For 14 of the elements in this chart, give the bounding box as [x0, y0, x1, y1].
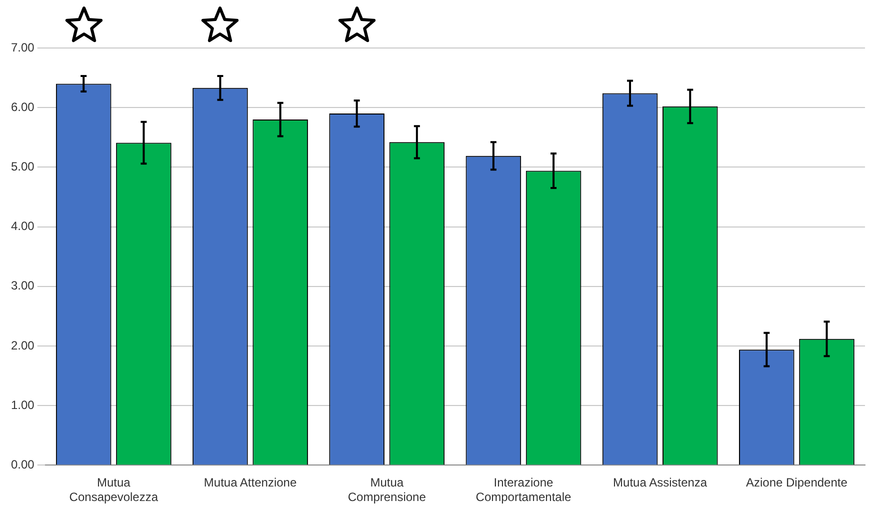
y-tick-label: 1.00 — [10, 398, 35, 412]
x-tick-label: Mutua Attenzione — [204, 476, 297, 490]
y-tick-label: 7.00 — [10, 40, 35, 54]
x-tick-label: Mutua Assistenza — [613, 476, 708, 490]
y-tick-label: 0.00 — [10, 458, 35, 472]
y-tick-label: 6.00 — [10, 100, 35, 114]
x-tick-label: Azione Dipendente — [746, 476, 848, 490]
y-tick-label: 5.00 — [10, 160, 35, 174]
x-tick-label: Mutua Consapevolezza — [69, 476, 158, 504]
x-tick-label: Mutua Comprensione — [348, 476, 426, 504]
y-tick-label: 2.00 — [10, 338, 35, 352]
y-tick-label: 4.00 — [10, 219, 35, 234]
y-tick-label: 3.00 — [10, 278, 35, 293]
x-tick-label: Interazione Comportamentale — [476, 476, 572, 504]
